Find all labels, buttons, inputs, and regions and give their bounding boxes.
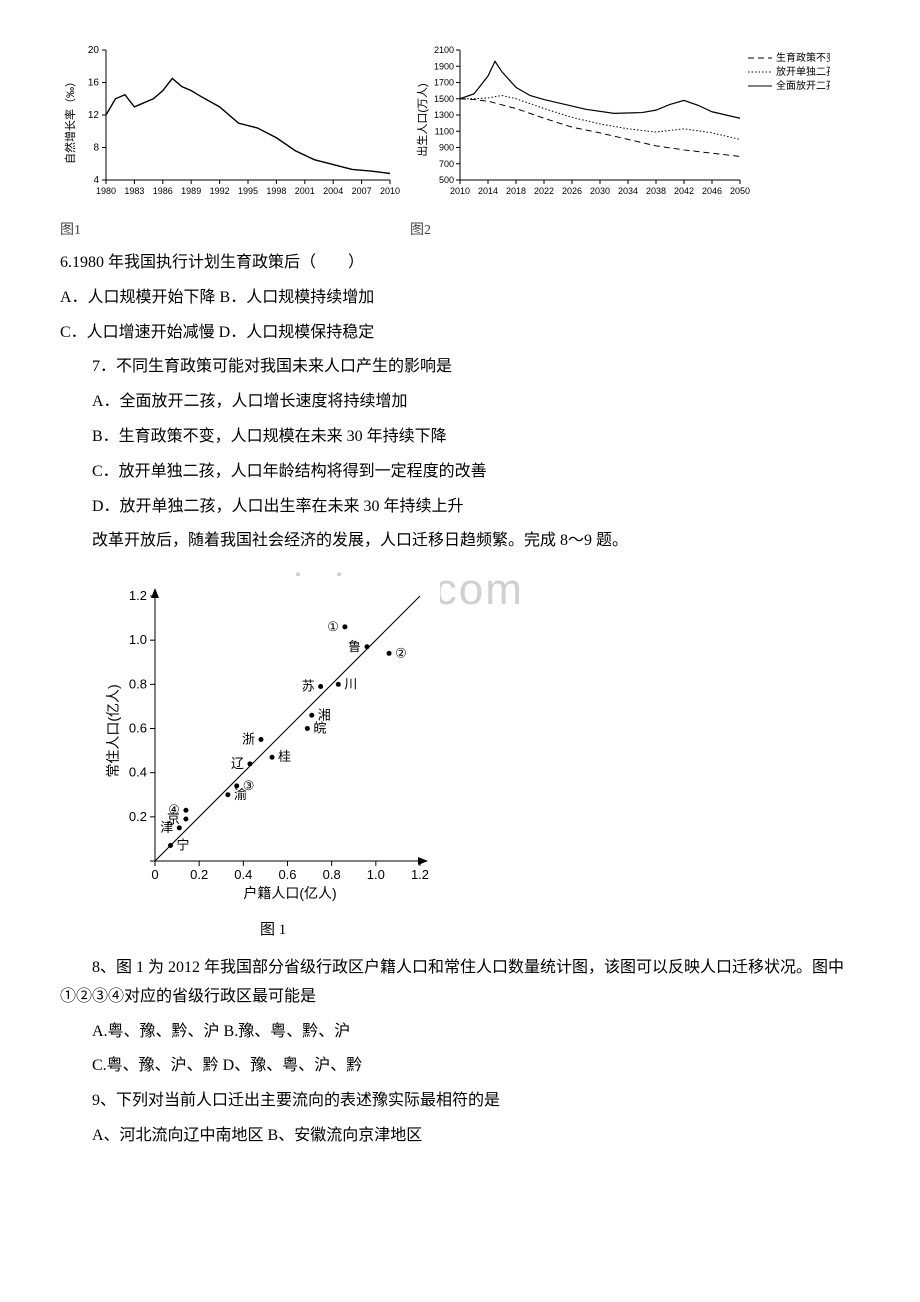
q9-opts-line1: A、河北流向辽中南地区 B、安徽流向京津地区: [60, 1122, 860, 1151]
svg-text:1.2: 1.2: [411, 867, 429, 882]
svg-text:2042: 2042: [674, 186, 694, 196]
svg-text:生育政策不变: 生育政策不变: [776, 51, 830, 64]
svg-text:常住人口(亿人): 常住人口(亿人): [105, 684, 121, 777]
svg-text:辽: 辽: [231, 756, 244, 771]
svg-text:4: 4: [93, 175, 99, 186]
svg-text:苏: 苏: [302, 679, 315, 694]
q8-opts-line2: C.粤、豫、沪、黔 D、豫、粤、沪、黔: [60, 1052, 860, 1081]
svg-text:浙: 浙: [242, 732, 255, 747]
svg-text:1700: 1700: [434, 78, 454, 88]
q7-opt-c: C．放开单独二孩，人口年龄结构将得到一定程度的改善: [60, 458, 860, 487]
svg-text:自然增长率（‰）: 自然增长率（‰）: [63, 76, 77, 164]
chart2-svg: 500 700 900 1100 1300 1500 1700 1900 2100 2010 20…: [410, 40, 830, 205]
svg-text:放开单独二孩: 放开单独二孩: [776, 65, 830, 78]
svg-text:皖: 皖: [313, 721, 326, 736]
svg-text:2034: 2034: [618, 186, 638, 196]
svg-text:渝: 渝: [234, 787, 247, 802]
svg-text:12: 12: [88, 110, 100, 121]
svg-text:2004: 2004: [323, 186, 343, 196]
svg-text:1992: 1992: [210, 186, 230, 196]
svg-text:1989: 1989: [181, 186, 201, 196]
q7-stem: 7．不同生育政策可能对我国未来人口产生的影响是: [60, 353, 860, 382]
svg-text:鲁: 鲁: [348, 639, 361, 654]
svg-text:0: 0: [151, 867, 158, 882]
svg-text:1.0: 1.0: [367, 867, 385, 882]
svg-text:2046: 2046: [702, 186, 722, 196]
svg-text:1.0: 1.0: [129, 632, 147, 647]
chart1-label: 图1: [60, 218, 400, 243]
svg-text:1300: 1300: [434, 110, 454, 120]
scatter-caption: 图 1: [260, 917, 860, 944]
q7-opt-d: D．放开单独二孩，人口出生率在未来 30 年持续上升: [60, 493, 860, 522]
svg-text:0.2: 0.2: [190, 867, 208, 882]
q6-opts-line1: A．人口规模开始下降 B．人口规模持续增加: [60, 284, 860, 313]
svg-text:0.2: 0.2: [129, 809, 147, 824]
svg-text:0.4: 0.4: [129, 765, 147, 780]
q7-opt-a: A．全面放开二孩，人口增长速度将持续增加: [60, 388, 860, 417]
chart1-container: 4 8 12 16 20 1980 1983 1986 1989 1992 1995 1998 200…: [60, 40, 400, 243]
scatter-container: 0 0.2 0.4 0.6 0.8 1.0 1.2 0.2 0.4 0.6 0.8 1.0 1.2 户…: [100, 576, 860, 944]
q8-stem: 8、图 1 为 2012 年我国部分省级行政区户籍人口和常住人口数量统计图，该图…: [60, 954, 860, 1012]
svg-text:2038: 2038: [646, 186, 666, 196]
svg-text:2010: 2010: [380, 186, 400, 196]
q9-stem: 9、下列对当前人口迁出主要流向的表述豫实际最相符的是: [60, 1087, 860, 1116]
svg-text:1995: 1995: [238, 186, 258, 196]
svg-text:1500: 1500: [434, 94, 454, 104]
svg-text:0.6: 0.6: [129, 721, 147, 736]
svg-text:1.2: 1.2: [129, 588, 147, 603]
chart-row: 4 8 12 16 20 1980 1983 1986 1989 1992 1995 1998 200…: [60, 40, 860, 243]
svg-text:16: 16: [88, 78, 100, 89]
svg-text:川: 川: [344, 676, 357, 691]
svg-text:2018: 2018: [506, 186, 526, 196]
svg-text:900: 900: [439, 143, 454, 153]
q8-opts-line1: A.粤、豫、黔、沪 B.豫、粤、黔、沪: [60, 1018, 860, 1047]
svg-text:全面放开二孩: 全面放开二孩: [776, 79, 830, 92]
chart1-svg: 4 8 12 16 20 1980 1983 1986 1989 1992 1995 1998 200…: [60, 40, 400, 205]
svg-text:桂: 桂: [278, 749, 291, 764]
svg-text:2050: 2050: [730, 186, 750, 196]
svg-text:2100: 2100: [434, 45, 454, 55]
svg-text:宁: 宁: [176, 838, 189, 853]
svg-text:1998: 1998: [266, 186, 286, 196]
scatter-svg: 0 0.2 0.4 0.6 0.8 1.0 1.2 0.2 0.4 0.6 0.8 1.0 1.2 户…: [100, 576, 440, 906]
q6-stem: 6.1980 年我国执行计划生育政策后（ ）: [60, 249, 860, 278]
svg-text:0.6: 0.6: [278, 867, 296, 882]
svg-text:2030: 2030: [590, 186, 610, 196]
svg-text:1986: 1986: [153, 186, 173, 196]
svg-text:1980: 1980: [96, 186, 116, 196]
svg-text:户籍人口(亿人): 户籍人口(亿人): [243, 885, 336, 901]
svg-text:津: 津: [160, 820, 173, 835]
q7-opt-b: B．生育政策不变，人口规模在未来 30 年持续下降: [60, 423, 860, 452]
svg-text:500: 500: [439, 175, 454, 185]
chart2-container: 500 700 900 1100 1300 1500 1700 1900 2100 2010 20…: [410, 40, 830, 243]
svg-text:1900: 1900: [434, 61, 454, 71]
svg-text:20: 20: [88, 45, 100, 56]
chart2-label: 图2: [410, 218, 830, 243]
svg-text:0.4: 0.4: [234, 867, 252, 882]
intro-8-9: 改革开放后，随着我国社会经济的发展，人口迁移日趋频繁。完成 8～9 题。: [60, 527, 860, 556]
svg-text:2010: 2010: [450, 186, 470, 196]
svg-text:2022: 2022: [534, 186, 554, 196]
svg-text:8: 8: [93, 143, 99, 154]
svg-text:2001: 2001: [295, 186, 315, 196]
svg-text:2026: 2026: [562, 186, 582, 196]
q6-opts-line2: C．人口增速开始减慢 D．人口规模保持稳定: [60, 319, 860, 348]
svg-text:①: ①: [327, 619, 339, 634]
svg-text:②: ②: [395, 646, 407, 661]
svg-text:出生人口(万人): 出生人口(万人): [415, 83, 429, 156]
svg-text:2007: 2007: [352, 186, 372, 196]
svg-text:1100: 1100: [435, 126, 454, 136]
svg-text:0.8: 0.8: [323, 867, 341, 882]
svg-text:1983: 1983: [124, 186, 144, 196]
svg-text:2014: 2014: [478, 186, 498, 196]
svg-text:0.8: 0.8: [129, 676, 147, 691]
svg-text:700: 700: [439, 159, 454, 169]
